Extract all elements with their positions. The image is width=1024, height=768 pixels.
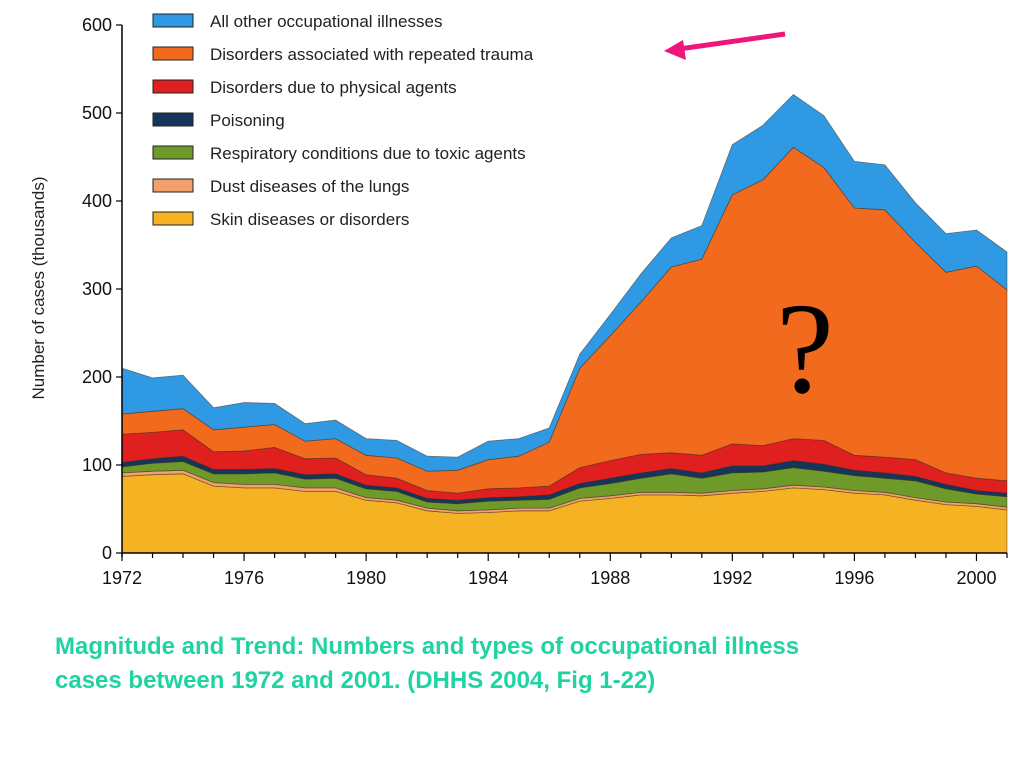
y-tick-label: 400 xyxy=(82,191,112,211)
legend-label: Disorders due to physical agents xyxy=(210,78,457,97)
chart-axes: 1972 1976 1980 1984 1988 1992 1996 2000 0 100 200 3… xyxy=(82,15,1008,588)
legend-label: Disorders associated with repeated traum… xyxy=(210,45,534,64)
area-series-group xyxy=(121,93,1008,554)
y-tick-label: 200 xyxy=(82,367,112,387)
x-tick-label: 1992 xyxy=(712,568,752,588)
x-tick-label: 1972 xyxy=(102,568,142,588)
y-tick-label: 500 xyxy=(82,103,112,123)
x-tick-label: 1984 xyxy=(468,568,508,588)
legend-swatch xyxy=(152,46,194,61)
y-tick-label: 100 xyxy=(82,455,112,475)
legend-label: Respiratory conditions due to toxic agen… xyxy=(210,144,526,163)
x-tick-label: 1976 xyxy=(224,568,264,588)
legend-label: Poisoning xyxy=(210,111,285,130)
annotation-group: ? xyxy=(664,31,834,421)
legend-swatch xyxy=(152,13,194,28)
legend-swatch xyxy=(152,79,194,94)
legend-swatch xyxy=(152,178,194,193)
x-tick-label: 1980 xyxy=(346,568,386,588)
x-tick-label: 1988 xyxy=(590,568,630,588)
legend-swatch xyxy=(152,211,194,226)
legend-label: All other occupational illnesses xyxy=(210,12,442,31)
y-tick-label: 600 xyxy=(82,15,112,35)
y-axis-label: Number of cases (thousands) xyxy=(29,177,48,400)
legend-swatch xyxy=(152,112,194,127)
pointer-arrow-head xyxy=(664,40,686,60)
stacked-area-chart: 1972 1976 1980 1984 1988 1992 1996 2000 0 100 200 3… xyxy=(29,12,1008,588)
figure-caption: Magnitude and Trend: Numbers and types o… xyxy=(55,630,1005,698)
legend-label: Dust diseases of the lungs xyxy=(210,177,409,196)
legend-label: Skin diseases or disorders xyxy=(210,210,409,229)
pointer-arrow-line xyxy=(671,31,786,53)
question-mark: ? xyxy=(776,277,834,421)
x-tick-label: 2000 xyxy=(956,568,996,588)
legend-swatch xyxy=(152,145,194,160)
y-tick-label: 300 xyxy=(82,279,112,299)
caption-line-1: Magnitude and Trend: Numbers and types o… xyxy=(55,633,800,660)
chart-legend: All other occupational illnesses Disorder… xyxy=(152,12,534,229)
x-tick-label: 1996 xyxy=(834,568,874,588)
area-series-7 xyxy=(121,93,1008,472)
caption-line-2: cases between 1972 and 2001. (DHHS 2004,… xyxy=(55,667,656,694)
y-tick-label: 0 xyxy=(102,543,112,563)
